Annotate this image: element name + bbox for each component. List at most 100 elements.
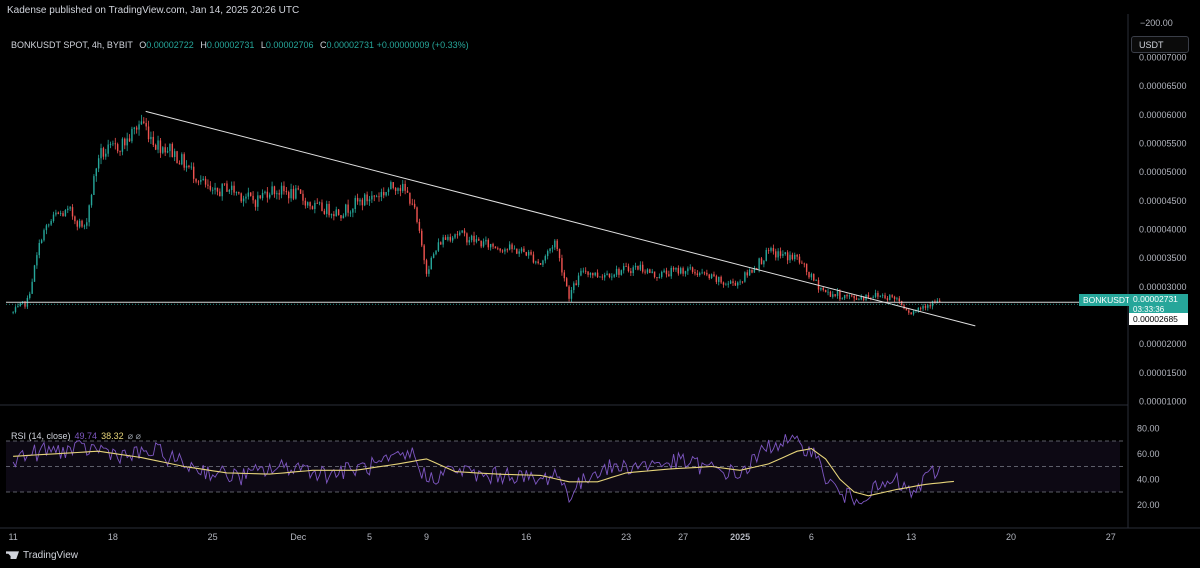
candle-body [810,274,813,278]
candle-body [644,271,646,273]
rsi-tick-label: 20.00 [1137,500,1160,510]
candle-body [468,240,470,243]
candle-body [546,251,549,257]
candle-body [684,271,687,274]
candle-body [150,136,152,140]
currency-selector[interactable]: USDT [1131,36,1189,53]
candle-body [402,183,404,191]
candle-body [349,212,352,214]
candle-body [449,236,451,241]
candle-body [791,254,794,260]
time-tick-label: 6 [809,532,814,542]
candle-body [387,189,390,192]
candle-body [879,295,882,297]
candle-body [323,210,326,214]
candle-body [64,210,67,217]
candle-body [756,268,758,270]
publisher-text: Kadense published on TradingView.com, Ja… [7,5,300,16]
candle-body [900,301,903,306]
candle-body [813,274,815,281]
candle-body [646,269,649,273]
candle-body [734,282,737,286]
candle-body [905,308,908,311]
candle-body [784,252,786,254]
candle-body [271,186,273,195]
visibility-icon[interactable]: ⌀ ⌀ [127,431,141,441]
candle-body [843,294,846,299]
rsi-tick-label: 80.00 [1137,423,1160,433]
candle-body [682,268,684,274]
candle-body [820,287,822,290]
candle-body [340,215,342,219]
candle-body [929,305,931,307]
candle-body [114,143,116,145]
candle-body [725,284,727,286]
tradingview-logo-icon [6,551,19,560]
candle-body [328,203,330,216]
candle-body [380,192,383,197]
candle-body [699,273,701,275]
candle-body [912,310,915,315]
candle-body [898,298,901,302]
candle-body [169,143,171,152]
candle-body [371,195,373,200]
candle-body [675,268,677,270]
candle-body [729,281,732,284]
candle-body [383,192,385,196]
candle-body [834,294,836,296]
candle-body [442,237,444,245]
candle-body [782,253,784,256]
time-tick-label: 5 [367,532,372,542]
candle-body [665,270,668,275]
candle-body [853,295,855,299]
candle-body [565,278,568,287]
candle-body [680,268,682,274]
price-tick-label: 0.00001500 [1139,368,1187,378]
candle-body [561,258,563,273]
symbol-price-tag: BONKUSDT [1079,294,1135,306]
candle-body [851,295,853,297]
candle-body [544,256,547,261]
candle-body [425,260,428,274]
candle-body [283,185,285,192]
last-price: 0.00002731 [1133,294,1178,304]
candle-body [375,196,378,198]
high-value: 0.00002731 [206,40,255,50]
candle-body [625,266,627,267]
candle-body [601,276,604,278]
candle-body [767,250,770,251]
candle-body [703,272,706,274]
candle-body [394,187,397,191]
candle-body [832,294,834,297]
candle-body [171,143,174,157]
candle-body [634,265,637,268]
candle-body [81,220,83,227]
candle-body [808,271,810,278]
price-tick-label: 0.00004500 [1139,196,1187,206]
main-plot [6,110,1128,327]
candle-body [88,205,90,223]
time-tick-label: 25 [208,532,218,542]
time-tick-label: 9 [424,532,429,542]
candle-body [732,281,734,283]
candle-body [848,295,851,297]
candle-body [587,271,589,275]
candle-body [209,185,212,190]
candle-body [606,273,608,275]
candle-body [181,154,183,165]
candle-body [421,230,423,246]
candle-body [116,144,119,152]
candle-body [537,261,539,264]
candle-body [829,291,832,297]
candle-body [803,263,805,265]
candle-body [52,214,55,222]
candle-body [570,290,573,299]
candle-body [107,144,109,154]
brand-label: TradingView [23,550,79,561]
candle-body [860,296,862,300]
candle-body [288,192,290,199]
low-value: 0.00002706 [265,40,314,50]
candle-body [147,126,150,140]
candle-body [45,225,48,231]
